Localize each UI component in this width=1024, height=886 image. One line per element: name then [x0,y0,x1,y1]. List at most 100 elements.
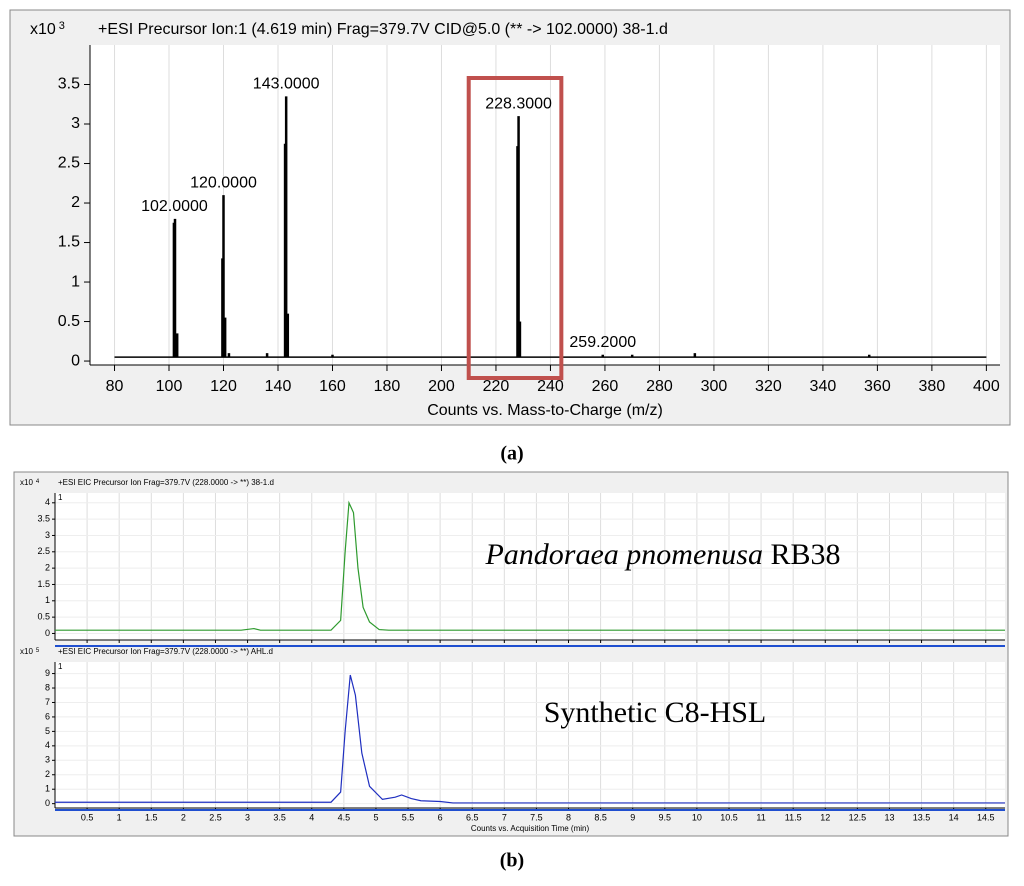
y-tick-label: 1.5 [37,579,50,589]
y-multiplier: x10 4 [20,478,40,487]
y-tick-label: 1 [71,273,80,290]
x-tick-label: 6 [438,812,443,822]
x-tick-label: 12 [820,812,830,822]
x-tick-label: 200 [428,378,455,395]
x-tick-label: 220 [483,378,510,395]
y-multiplier: x10 5 [20,647,40,656]
x-tick-label: 6.5 [466,812,479,822]
x-axis-label: Counts vs. Mass-to-Charge (m/z) [427,402,663,419]
annotation-text: Synthetic C8-HSL [544,696,767,729]
y-tick-label: 2 [45,769,50,779]
y-tick-label: 4 [45,497,50,507]
chart-title: +ESI EIC Precursor Ion Frag=379.7V (228.… [58,647,273,656]
x-tick-label: 280 [646,378,673,395]
plot-area [90,45,1000,365]
chart-title: +ESI Precursor Ion:1 (4.619 min) Frag=37… [98,21,668,38]
y-multiplier-exp: 5 [36,648,40,654]
y-tick-label: 0.5 [37,612,50,622]
x-tick-label: 160 [319,378,346,395]
peak-label: 259.2000 [569,334,636,351]
x-tick-label: 2 [181,812,186,822]
y-tick-label: 2.5 [58,155,80,172]
x-tick-label: 260 [592,378,619,395]
y-multiplier-base: x10 [20,478,33,487]
caption: (b) [500,850,524,872]
x-tick-label: 340 [810,378,837,395]
trace [55,500,1005,631]
x-tick-label: 14 [949,812,959,822]
y-tick-label: 4 [45,740,50,750]
peak-label: 102.0000 [141,198,208,215]
y-tick-label: 3.5 [37,514,50,524]
peak-label: 120.0000 [190,174,257,191]
x-tick-label: 13.5 [913,812,931,822]
annotation-italic: Pandoraea pnomenusa [484,538,762,571]
x-tick-label: 5 [373,812,378,822]
x-tick-label: 14.5 [977,812,995,822]
x-tick-label: 10.5 [720,812,738,822]
y-tick-label: 1 [45,595,50,605]
highlight-box [466,76,564,380]
annotation: Pandoraea pnomenusa RB38 [484,538,840,571]
y-tick-label: 7 [45,697,50,707]
x-tick-label: 11 [756,812,765,822]
y-multiplier: x10 3 [30,20,65,38]
trace [55,674,1005,804]
x-axis-label: Counts vs. Acquisition Time (min) [471,824,590,833]
y-tick-label: 2 [71,194,80,211]
x-tick-label: 0.5 [81,812,94,822]
y-tick-label: 1 [45,784,50,794]
x-tick-label: 3.5 [273,812,286,822]
x-tick-label: 100 [156,378,183,395]
y-tick-label: 0 [45,628,50,638]
peak-label: 143.0000 [253,76,320,93]
y-multiplier-base: x10 [20,647,33,656]
x-tick-label: 12.5 [849,812,867,822]
x-tick-label: 320 [755,378,782,395]
x-tick-label: 2.5 [209,812,222,822]
x-tick-label: 7.5 [530,812,543,822]
y-tick-label: 1.5 [58,234,80,251]
y-tick-label: 8 [45,682,50,692]
y-tick-label: 6 [45,711,50,721]
x-tick-label: 3 [245,812,250,822]
y-tick-label: 2 [45,563,50,573]
y-tick-label: 0.5 [58,313,80,330]
x-tick-label: 4.5 [338,812,351,822]
x-tick-label: 140 [265,378,292,395]
y-tick-label: 5 [45,726,50,736]
x-tick-label: 1 [117,812,122,822]
peak-label: 228.3000 [485,95,552,112]
x-tick-label: 400 [973,378,1000,395]
y-multiplier-exp: 3 [59,20,65,32]
annotation-text: RB38 [770,538,840,571]
x-tick-label: 11.5 [785,812,802,822]
x-tick-label: 380 [919,378,946,395]
pane-label: 1 [58,662,63,671]
x-tick-label: 7 [502,812,507,822]
caption: (a) [500,443,523,465]
x-tick-label: 13 [884,812,894,822]
plot-area [55,662,1005,808]
x-tick-label: 9 [630,812,635,822]
x-tick-label: 1.5 [145,812,158,822]
pane-label: 1 [58,493,63,502]
x-tick-label: 240 [537,378,564,395]
y-tick-label: 2.5 [37,546,50,556]
x-tick-label: 4 [309,812,314,822]
x-tick-label: 300 [701,378,728,395]
y-tick-label: 9 [45,668,50,678]
y-tick-label: 3 [71,115,80,132]
y-tick-label: 0 [45,798,50,808]
y-multiplier-exp: 4 [36,479,40,485]
x-tick-label: 120 [210,378,237,395]
x-tick-label: 8 [566,812,571,822]
plot-area [55,493,1005,640]
x-tick-label: 180 [374,378,401,395]
annotation-space [763,538,771,571]
y-multiplier-base: x10 [30,21,56,38]
x-tick-label: 80 [106,378,124,395]
x-tick-label: 5.5 [402,812,415,822]
y-tick-label: 0 [71,352,80,369]
